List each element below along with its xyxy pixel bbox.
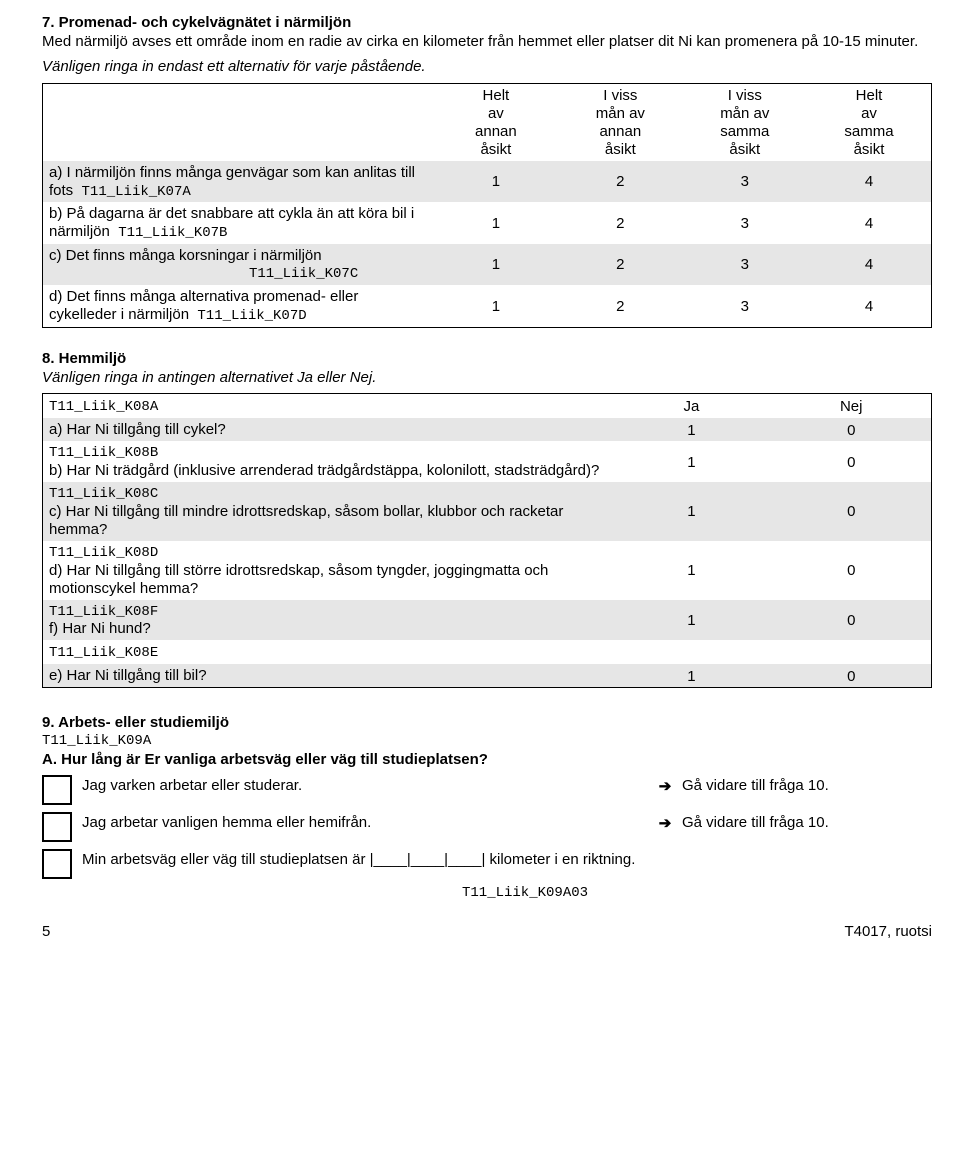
q8-b-code: T11_Liik_K08B (49, 445, 605, 462)
q7-h3: I viss mån av samma åsikt (683, 83, 807, 161)
q8-d-code: T11_Liik_K08D (49, 545, 605, 562)
q9-opt2-label: Jag arbetar vanligen hemma eller hemifrå… (82, 811, 648, 833)
arrow-icon: ➔ (648, 774, 682, 795)
q8-a-v0[interactable]: 0 (771, 418, 931, 441)
checkbox-icon[interactable] (42, 812, 72, 842)
q7-a-code: T11_Liik_K07A (82, 184, 191, 200)
q9-opt1-goto: Gå vidare till fråga 10. (682, 774, 932, 794)
q7-intro2: Vänligen ringa in endast ett alternativ … (42, 58, 932, 77)
q7-c-v1[interactable]: 1 (434, 244, 558, 285)
q9-opt2-goto: Gå vidare till fråga 10. (682, 811, 932, 831)
checkbox-icon[interactable] (42, 775, 72, 805)
q8-a-code: T11_Liik_K08A (49, 399, 158, 415)
q8-heading: 8. Hemmiljö (42, 350, 932, 367)
q7-a-v4[interactable]: 4 (807, 161, 931, 203)
q7-b-v1[interactable]: 1 (434, 202, 558, 244)
q8-b-text: b) Har Ni trädgård (inklusive arrenderad… (49, 462, 599, 479)
q7-b-code: T11_Liik_K07B (118, 225, 227, 241)
q7-intro1: Med närmiljö avses ett område inom en ra… (42, 33, 932, 52)
q8-e-code: T11_Liik_K08E (49, 645, 158, 661)
q9-opt3-row: Min arbetsväg eller väg till studieplats… (42, 848, 932, 879)
q8-f-v1[interactable]: 1 (611, 600, 771, 641)
q8-a-v1[interactable]: 1 (611, 418, 771, 441)
q8-a-text: a) Har Ni tillgång till cykel? (43, 418, 612, 441)
q8-row-a: a) Har Ni tillgång till cykel? 1 0 (43, 418, 932, 441)
q7-row-d: d) Det finns många alternativa promenad-… (43, 285, 932, 327)
q7-c-code: T11_Liik_K07C (49, 266, 428, 283)
q8-c-text: c) Har Ni tillgång till mindre idrottsre… (49, 503, 563, 538)
q8-f-code: T11_Liik_K08F (49, 604, 605, 621)
q8-row-c: T11_Liik_K08C c) Har Ni tillgång till mi… (43, 482, 932, 541)
q7-table: Helt av annan åsikt I viss mån av annan … (42, 83, 932, 328)
q8-row-b: T11_Liik_K08B b) Har Ni trädgård (inklus… (43, 441, 932, 482)
q8-h-ja: Ja (611, 394, 771, 418)
q8-e-v1[interactable]: 1 (611, 664, 771, 688)
q7-b-v3[interactable]: 3 (683, 202, 807, 244)
q7-c-v3[interactable]: 3 (683, 244, 807, 285)
arrow-icon: ➔ (648, 811, 682, 832)
q7-c-v2[interactable]: 2 (558, 244, 682, 285)
footer-right: T4017, ruotsi (844, 923, 932, 940)
q7-header-row: Helt av annan åsikt I viss mån av annan … (43, 83, 932, 161)
q9-heading: 9. Arbets- eller studiemiljö (42, 714, 932, 731)
q8-row-d: T11_Liik_K08D d) Har Ni tillgång till st… (43, 541, 932, 600)
q8-d-text: d) Har Ni tillgång till större idrottsre… (49, 562, 548, 597)
q7-h4: Helt av samma åsikt (807, 83, 931, 161)
checkbox-icon[interactable] (42, 849, 72, 879)
page: 7. Promenad- och cykelvägnätet i närmilj… (0, 0, 960, 960)
q9-opt1-row: Jag varken arbetar eller studerar. ➔ Gå … (42, 774, 932, 805)
q8-d-v1[interactable]: 1 (611, 541, 771, 600)
q7-d-v3[interactable]: 3 (683, 285, 807, 327)
q9-code: T11_Liik_K09A (42, 733, 932, 749)
q7-c-text: c) Det finns många korsningar i närmiljö… (49, 247, 322, 264)
q9-opt3-code: T11_Liik_K09A03 (462, 885, 932, 901)
q7-a-v1[interactable]: 1 (434, 161, 558, 203)
q7-row-b: b) På dagarna är det snabbare att cykla … (43, 202, 932, 244)
q8-row-f: T11_Liik_K08F f) Har Ni hund? 1 0 (43, 600, 932, 641)
q8-header-row: T11_Liik_K08A Ja Nej (43, 394, 932, 418)
q7-d-code: T11_Liik_K07D (197, 308, 306, 324)
q7-heading: 7. Promenad- och cykelvägnätet i närmilj… (42, 14, 932, 31)
q7-h2: I viss mån av annan åsikt (558, 83, 682, 161)
page-footer: 5 T4017, ruotsi (42, 923, 932, 940)
q8-b-v1[interactable]: 1 (611, 441, 771, 482)
q9-subheading: A. Hur lång är Er vanliga arbetsväg elle… (42, 751, 932, 768)
q8-c-v0[interactable]: 0 (771, 482, 931, 541)
q7-c-v4[interactable]: 4 (807, 244, 931, 285)
q7-row-a: a) I närmiljön finns många genvägar som … (43, 161, 932, 203)
q8-table: T11_Liik_K08A Ja Nej a) Har Ni tillgång … (42, 393, 932, 688)
q8-c-code: T11_Liik_K08C (49, 486, 605, 503)
q8-row-e: e) Har Ni tillgång till bil? 1 0 (43, 664, 932, 688)
q8-h-nej: Nej (771, 394, 931, 418)
q7-h1: Helt av annan åsikt (434, 83, 558, 161)
q7-row-c: c) Det finns många korsningar i närmiljö… (43, 244, 932, 285)
q9-opt2-row: Jag arbetar vanligen hemma eller hemifrå… (42, 811, 932, 842)
q8-e-text: e) Har Ni tillgång till bil? (43, 664, 612, 688)
q9-opt1-label: Jag varken arbetar eller studerar. (82, 774, 648, 796)
q8-f-text: f) Har Ni hund? (49, 620, 151, 637)
q7-d-v2[interactable]: 2 (558, 285, 682, 327)
q7-b-v2[interactable]: 2 (558, 202, 682, 244)
q7-d-v4[interactable]: 4 (807, 285, 931, 327)
q8-c-v1[interactable]: 1 (611, 482, 771, 541)
q8-f-v0[interactable]: 0 (771, 600, 931, 641)
q9-opt3-label: Min arbetsväg eller väg till studieplats… (82, 848, 932, 870)
q7-b-v4[interactable]: 4 (807, 202, 931, 244)
q8-e-v0[interactable]: 0 (771, 664, 931, 688)
q8-intro: Vänligen ringa in antingen alternativet … (42, 369, 932, 388)
q7-a-v3[interactable]: 3 (683, 161, 807, 203)
q7-d-v1[interactable]: 1 (434, 285, 558, 327)
q8-d-v0[interactable]: 0 (771, 541, 931, 600)
footer-left: 5 (42, 923, 50, 940)
q8-b-v0[interactable]: 0 (771, 441, 931, 482)
q7-a-v2[interactable]: 2 (558, 161, 682, 203)
q7-b-text: b) På dagarna är det snabbare att cykla … (49, 205, 414, 240)
q8-row-e-codeonly: T11_Liik_K08E (43, 640, 932, 664)
